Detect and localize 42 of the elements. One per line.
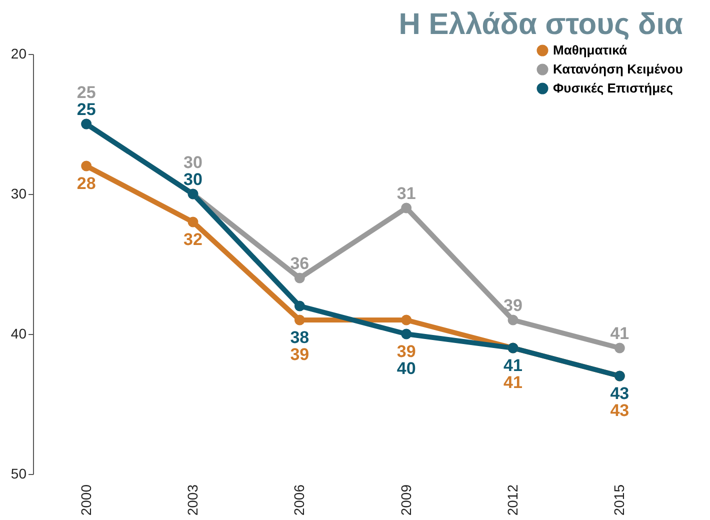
data-label: 25 <box>76 83 96 102</box>
point <box>401 314 412 326</box>
x-tick-label: 2015 <box>611 484 628 516</box>
point <box>401 328 412 340</box>
point <box>294 300 305 312</box>
point <box>401 202 412 214</box>
data-label: 25 <box>76 100 96 119</box>
y-tick-label: 30 <box>10 186 27 202</box>
data-label: 32 <box>184 230 202 249</box>
point <box>294 272 305 284</box>
legend-label: Κατανόηση Κειμένου <box>553 62 684 76</box>
data-label: 39 <box>504 296 522 315</box>
y-tick-label: 20 <box>10 46 27 62</box>
data-label: 41 <box>504 373 522 392</box>
legend-label: Φυσικές Επιστήμες <box>553 80 674 96</box>
point <box>294 314 305 326</box>
point <box>81 160 92 172</box>
data-label: 28 <box>76 174 96 193</box>
data-label: 30 <box>184 170 202 189</box>
data-label: 40 <box>396 359 416 378</box>
x-tick-label: 2012 <box>504 484 520 516</box>
chart-title: Η Ελλάδα στους δια <box>398 8 684 41</box>
x-tick-label: 2009 <box>398 484 414 516</box>
data-label: 43 <box>610 384 630 403</box>
point <box>614 342 625 354</box>
y-tick-label: 50 <box>10 466 27 482</box>
x-tick-label: 2006 <box>291 484 308 516</box>
data-label: 36 <box>290 254 310 273</box>
data-label: 30 <box>184 153 202 172</box>
x-tick-label: 2000 <box>78 484 94 516</box>
point <box>508 314 518 326</box>
data-label: 39 <box>396 342 416 361</box>
data-label: 31 <box>396 184 416 203</box>
legend-label: Μαθηματικά <box>553 42 627 58</box>
point <box>188 216 198 228</box>
x-tick-label: 2003 <box>184 484 200 516</box>
data-label: 39 <box>290 345 310 364</box>
data-label: 43 <box>610 401 630 420</box>
data-label: 41 <box>610 324 630 343</box>
y-tick-label: 40 <box>10 326 27 342</box>
data-label: 38 <box>290 328 310 347</box>
data-label: 41 <box>504 356 522 375</box>
